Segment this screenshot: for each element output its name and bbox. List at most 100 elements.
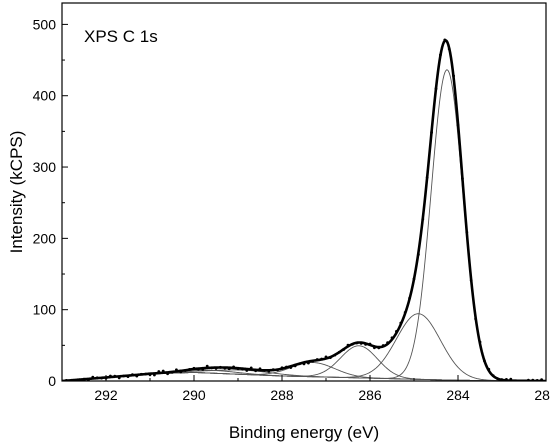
fit-component-1: [62, 69, 546, 381]
data-point: [430, 131, 433, 134]
data-point: [381, 344, 385, 347]
data-point: [113, 374, 117, 378]
data-point: [179, 370, 183, 374]
data-point: [324, 355, 328, 359]
data-point: [469, 278, 473, 282]
data-point: [474, 317, 477, 321]
data-point: [258, 367, 262, 371]
data-point: [315, 358, 319, 361]
data-point: [307, 361, 310, 365]
data-point: [461, 177, 464, 180]
data-point: [276, 368, 279, 372]
data-points: [62, 38, 543, 381]
data-point: [487, 367, 491, 371]
data-point: [443, 38, 447, 42]
data-point: [452, 74, 455, 78]
data-point: [166, 372, 170, 376]
data-point: [109, 374, 112, 378]
data-point: [241, 367, 244, 371]
data-point: [139, 372, 143, 376]
data-point: [373, 346, 376, 350]
x-tick-label: 284: [446, 387, 470, 403]
data-point: [205, 364, 209, 368]
x-axis: 292 290 288 286 284 282: [61, 375, 550, 403]
x-tick-label: 288: [270, 387, 294, 403]
data-point: [285, 365, 288, 369]
data-point: [447, 47, 451, 51]
data-point: [478, 340, 482, 344]
data-point: [135, 374, 139, 378]
data-point: [333, 353, 337, 357]
data-point: [280, 366, 284, 370]
data-point: [183, 369, 187, 372]
data-point: [342, 348, 345, 351]
fit-component-2: [62, 313, 546, 381]
data-point: [439, 53, 442, 57]
data-point: [223, 366, 227, 370]
data-point: [122, 374, 125, 378]
data-point: [496, 377, 499, 381]
data-point: [509, 377, 513, 381]
data-point: [236, 367, 240, 371]
y-tick-label: 200: [33, 230, 57, 246]
data-point: [157, 370, 161, 373]
data-point: [346, 343, 350, 347]
data-point: [197, 367, 200, 371]
data-point: [153, 373, 156, 377]
y-tick-label: 0: [48, 373, 56, 389]
data-point: [491, 374, 495, 378]
data-point: [161, 369, 165, 373]
data-point: [263, 369, 266, 372]
data-point: [227, 367, 231, 371]
data-point: [351, 342, 354, 346]
data-point: [359, 342, 363, 345]
data-point: [465, 230, 469, 234]
fit-envelope: [62, 39, 546, 381]
data-point: [254, 369, 257, 373]
y-tick-label: 100: [33, 302, 57, 318]
data-point: [293, 364, 297, 368]
data-point: [117, 376, 121, 380]
y-tick-label: 300: [33, 159, 57, 175]
x-tick-label: 282: [534, 387, 550, 403]
data-point: [232, 365, 236, 369]
y-tick-label: 500: [33, 16, 57, 32]
data-point: [483, 359, 486, 363]
data-point: [540, 378, 543, 381]
data-point: [144, 372, 148, 376]
data-point: [95, 376, 99, 380]
data-point: [408, 296, 411, 300]
data-point: [355, 341, 359, 345]
data-point: [377, 346, 381, 350]
data-point: [82, 377, 86, 381]
y-axis: 0 100 200 300 400 500: [33, 16, 68, 389]
data-point: [417, 253, 420, 256]
data-point: [91, 375, 95, 379]
data-point: [170, 370, 174, 374]
data-point: [245, 369, 249, 372]
data-point: [267, 369, 271, 373]
data-point: [298, 362, 301, 366]
data-point: [421, 217, 425, 221]
data-point: [425, 176, 429, 179]
data-point: [100, 376, 103, 380]
chart-title: XPS C 1s: [84, 27, 158, 46]
data-point: [337, 350, 341, 354]
y-axis-label: Intensity (kCPS): [7, 131, 26, 254]
data-point: [329, 356, 332, 360]
data-point: [456, 123, 460, 127]
data-point: [192, 366, 196, 370]
data-point: [271, 368, 275, 372]
data-point: [403, 310, 407, 314]
data-point: [320, 357, 323, 361]
data-point: [434, 87, 438, 91]
data-point: [148, 373, 152, 377]
plot-frame: [61, 2, 547, 382]
data-point: [78, 378, 81, 381]
envelope-line: [62, 39, 546, 381]
data-point: [368, 342, 372, 346]
data-point: [505, 377, 508, 381]
x-tick-label: 292: [94, 387, 118, 403]
data-point: [386, 341, 389, 345]
